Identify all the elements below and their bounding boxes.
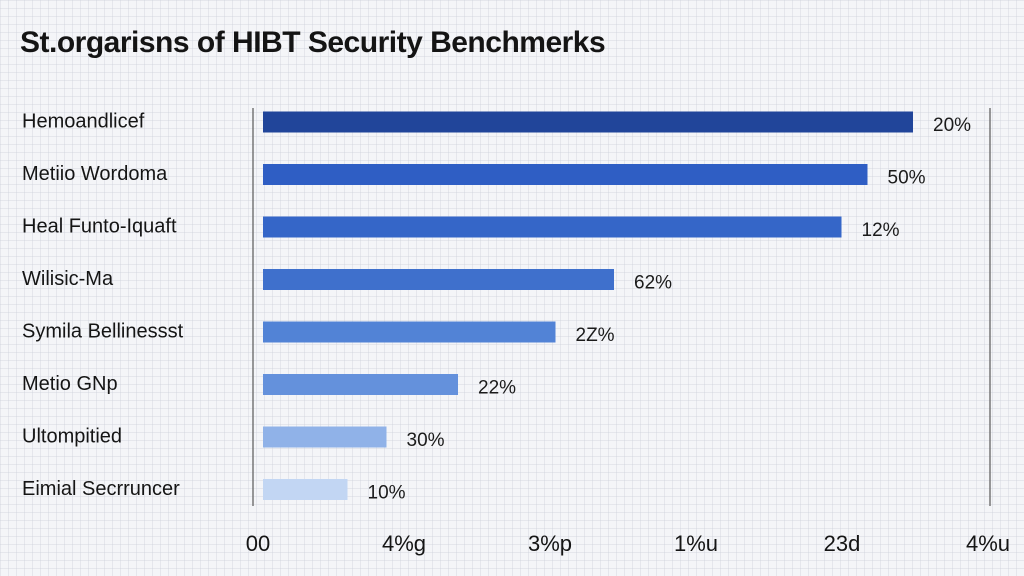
data-label: 12% — [862, 220, 900, 241]
data-label: 20% — [933, 115, 971, 136]
bar — [263, 216, 842, 238]
x-tick-label: 00 — [246, 531, 270, 556]
x-tick-label: 4%u — [966, 531, 1010, 556]
category-label: Metiio Wordoma — [22, 163, 168, 185]
bar — [263, 426, 387, 448]
bar — [263, 374, 458, 395]
bar — [263, 164, 868, 185]
data-label: 2Z% — [576, 325, 615, 346]
category-label: Metio GNp — [22, 373, 118, 395]
category-label: Eimial Secrruncer — [22, 478, 180, 500]
x-tick-label: 1%u — [674, 531, 718, 556]
category-label: Ultompitied — [22, 425, 122, 447]
bar — [263, 111, 913, 133]
category-label: Wilisic-Ma — [22, 268, 114, 290]
data-label: 10% — [368, 483, 406, 504]
data-label: 62% — [634, 273, 672, 294]
bar — [263, 321, 556, 343]
data-label: 50% — [888, 168, 926, 189]
category-label: Symila Bellinessst — [22, 320, 184, 342]
x-tick-label: 23d — [824, 531, 861, 556]
bar — [263, 479, 348, 500]
category-label: Heal Funto-Iquaft — [22, 215, 177, 237]
bar — [263, 269, 614, 290]
x-tick-label: 3%p — [528, 531, 572, 556]
data-label: 22% — [478, 378, 516, 399]
category-label: Hemoandlicef — [22, 110, 145, 132]
chart-title: St.orgarisns of HIBT Security Benchmerks — [20, 26, 606, 59]
data-label: 30% — [407, 430, 445, 451]
x-tick-label: 4%g — [382, 531, 426, 556]
